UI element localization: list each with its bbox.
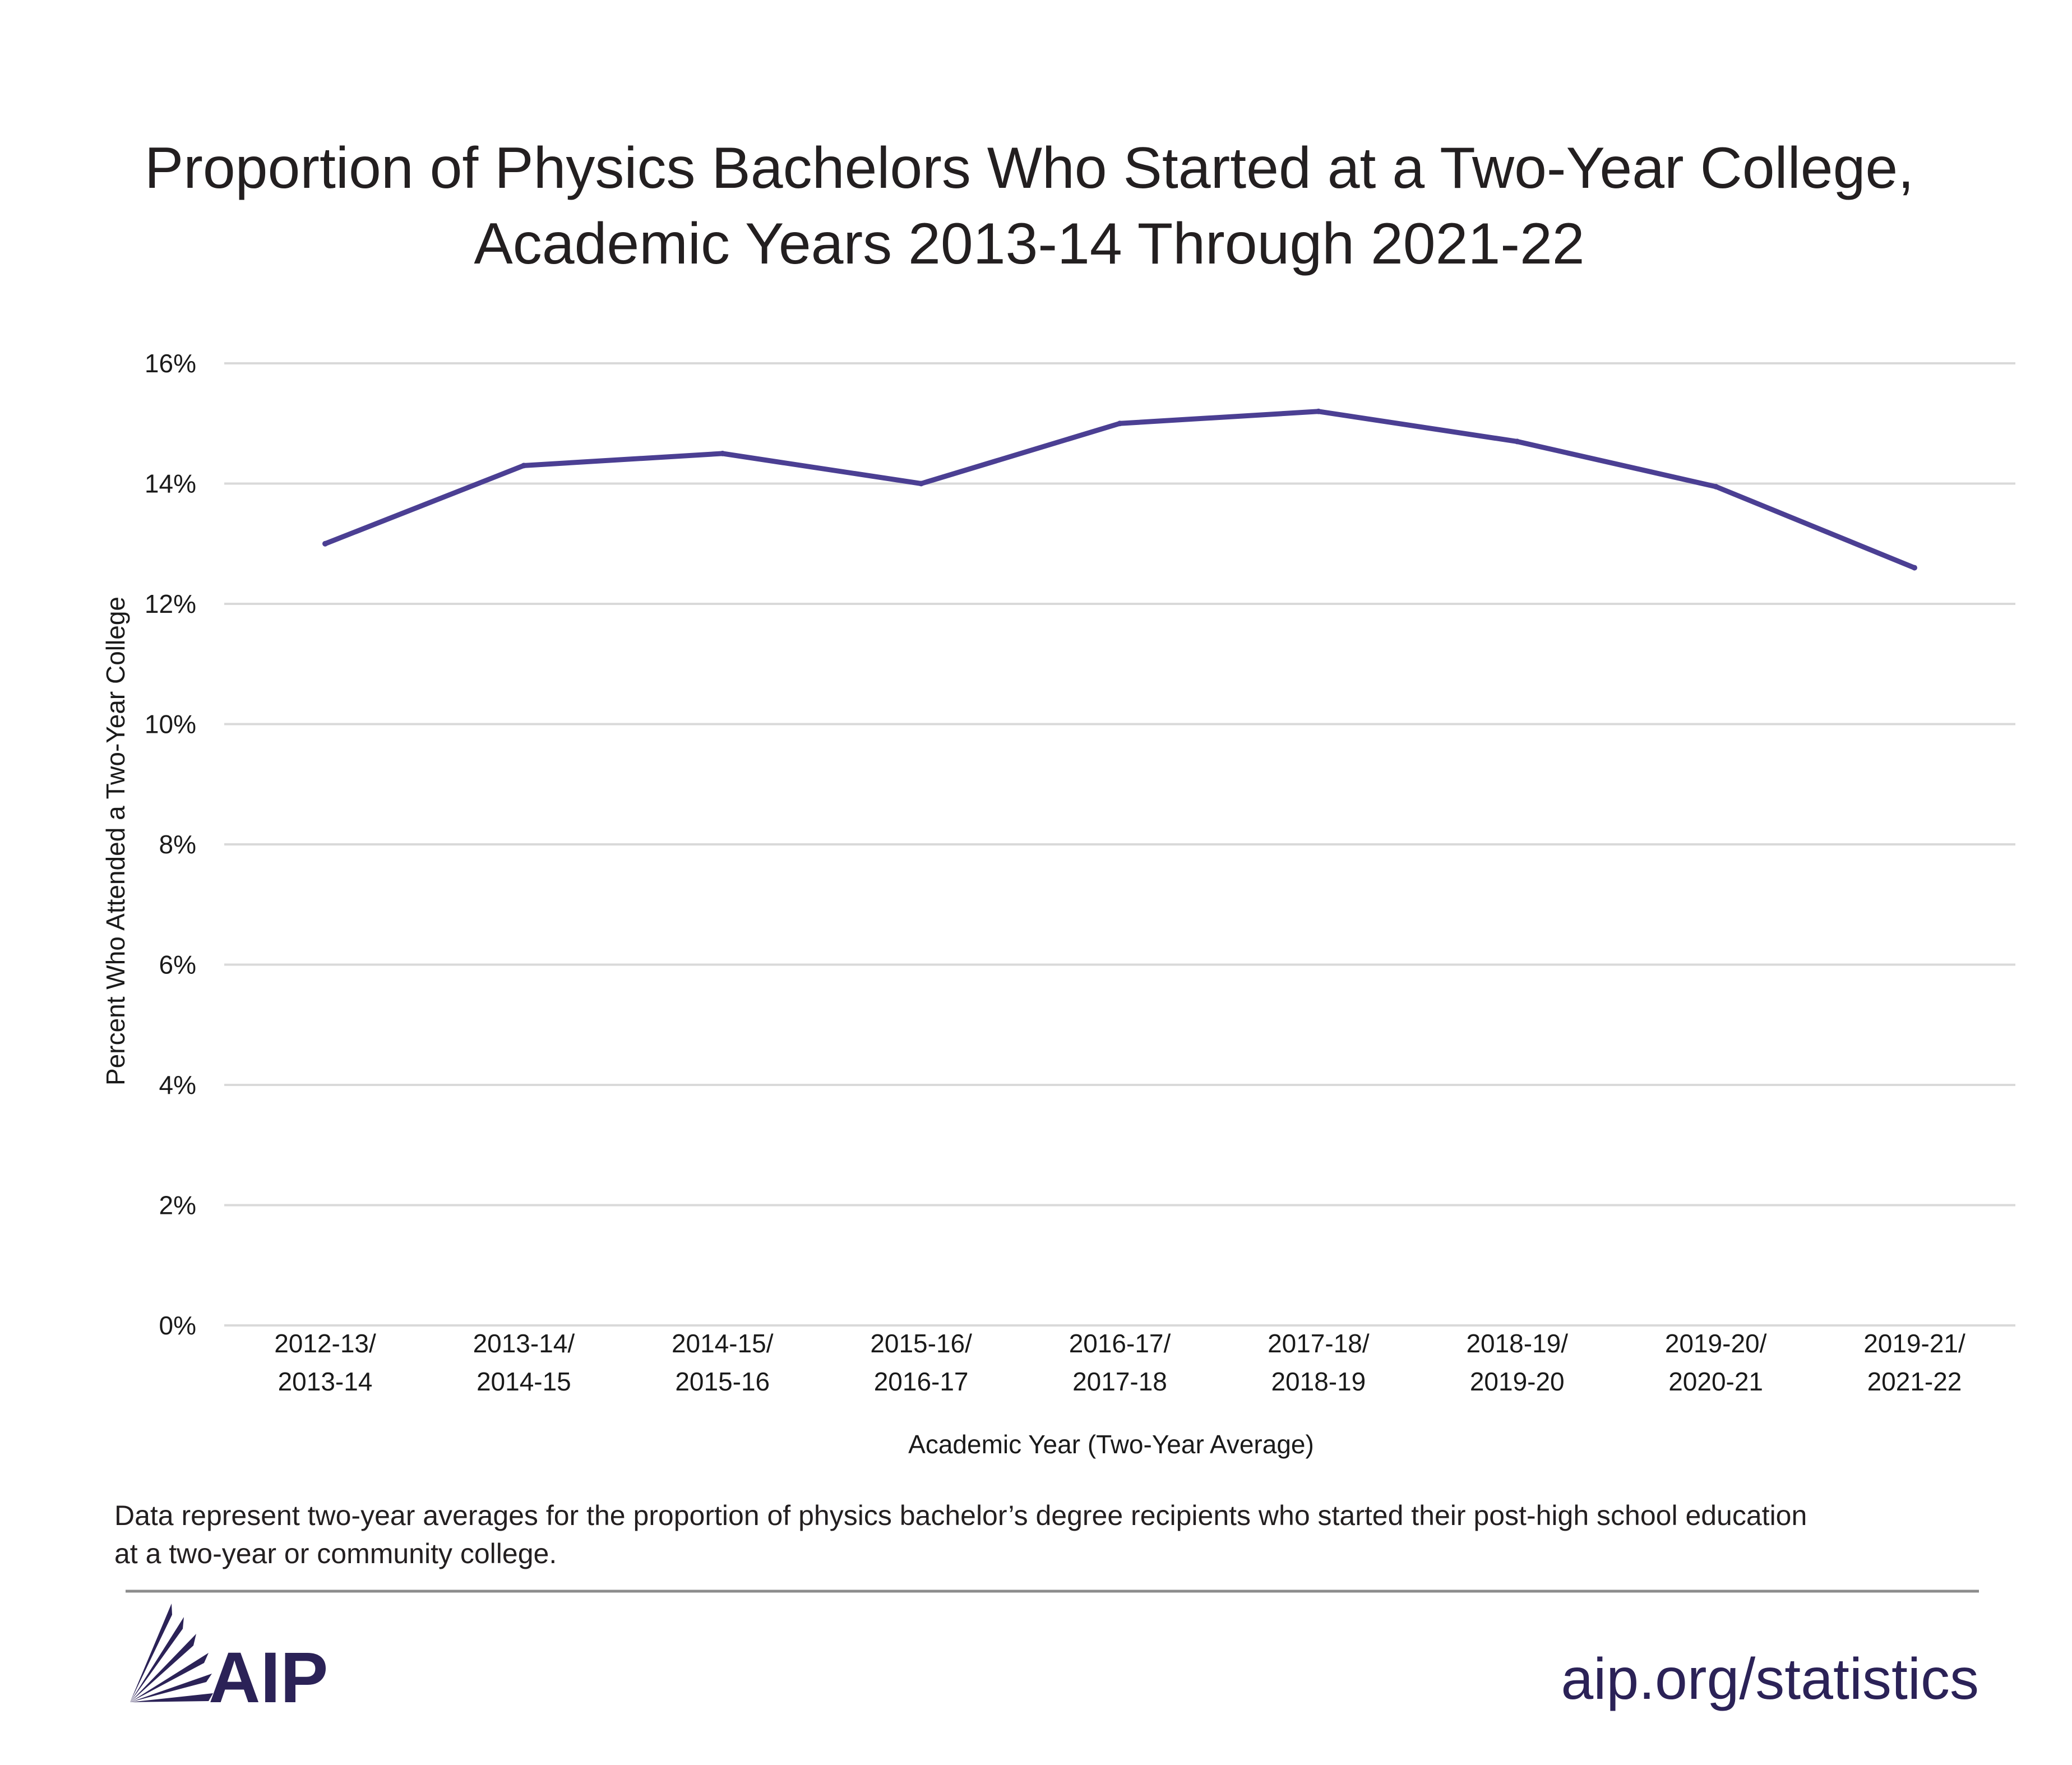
y-tick-label: 14% bbox=[145, 469, 196, 498]
x-tick-label: 2013-14/ bbox=[473, 1329, 575, 1358]
footnote-line-2: at a two-year or community college. bbox=[114, 1538, 557, 1569]
series-line bbox=[322, 409, 1917, 571]
aip-logo-text: AIP bbox=[209, 1638, 328, 1718]
x-tick-label: 2017-18 bbox=[1072, 1367, 1167, 1396]
aip-logo-mark-icon bbox=[130, 1604, 213, 1702]
y-tick-label: 2% bbox=[159, 1191, 196, 1220]
chart-title-line-1: Proportion of Physics Bachelors Who Star… bbox=[145, 136, 1914, 201]
y-tick-label: 8% bbox=[159, 830, 196, 859]
x-tick-label: 2014-15 bbox=[477, 1367, 571, 1396]
x-tick-label: 2018-19 bbox=[1271, 1367, 1366, 1396]
x-tick-label: 2015-16/ bbox=[870, 1329, 972, 1358]
y-tick-label: 4% bbox=[159, 1070, 196, 1099]
x-tick-label: 2017-18/ bbox=[1268, 1329, 1370, 1358]
x-tick-label: 2014-15/ bbox=[672, 1329, 774, 1358]
data-point bbox=[521, 463, 527, 469]
data-point bbox=[1315, 408, 1321, 414]
x-tick-label: 2019-20 bbox=[1470, 1367, 1565, 1396]
y-axis-label: Percent Who Attended a Two-Year College bbox=[101, 597, 130, 1085]
footnote-line-1: Data represent two-year averages for the… bbox=[114, 1500, 1807, 1531]
chart-title-line-2: Academic Years 2013-14 Through 2021-22 bbox=[474, 211, 1584, 276]
x-tick-label: 2019-21/ bbox=[1863, 1329, 1965, 1358]
x-tick-label: 2019-20/ bbox=[1665, 1329, 1767, 1358]
data-point bbox=[322, 540, 328, 547]
x-axis-ticks: 2012-13/2013-14 2013-14/2014-15 2014-15/20… bbox=[274, 1329, 1965, 1396]
y-tick-label: 0% bbox=[159, 1311, 196, 1340]
x-tick-label: 2021-22 bbox=[1867, 1367, 1962, 1396]
gridlines bbox=[224, 362, 2015, 1327]
series-group bbox=[322, 408, 1917, 571]
data-point bbox=[1912, 565, 1917, 571]
data-point bbox=[918, 480, 924, 487]
x-tick-label: 2013-14 bbox=[278, 1367, 373, 1396]
x-axis-label: Academic Year (Two-Year Average) bbox=[908, 1430, 1314, 1459]
website-url: aip.org/statistics bbox=[1561, 1647, 1979, 1712]
data-point bbox=[1117, 421, 1123, 427]
x-tick-label: 2020-21 bbox=[1668, 1367, 1763, 1396]
y-tick-label: 6% bbox=[159, 950, 196, 979]
x-tick-label: 2015-16 bbox=[675, 1367, 770, 1396]
data-point bbox=[1514, 438, 1520, 445]
x-tick-label: 2018-19/ bbox=[1466, 1329, 1568, 1358]
x-tick-label: 2012-13/ bbox=[274, 1329, 376, 1358]
aip-logo: AIP bbox=[130, 1604, 328, 1718]
y-axis-ticks: 0% 2% 4% 6% 8% 10% 12% 14% 16% bbox=[145, 349, 196, 1340]
x-tick-label: 2016-17 bbox=[874, 1367, 969, 1396]
data-point bbox=[719, 450, 725, 456]
y-tick-label: 10% bbox=[145, 710, 196, 739]
y-tick-label: 12% bbox=[145, 589, 196, 618]
data-point bbox=[1713, 483, 1719, 489]
y-tick-label: 16% bbox=[145, 349, 196, 378]
x-tick-label: 2016-17/ bbox=[1069, 1329, 1171, 1358]
